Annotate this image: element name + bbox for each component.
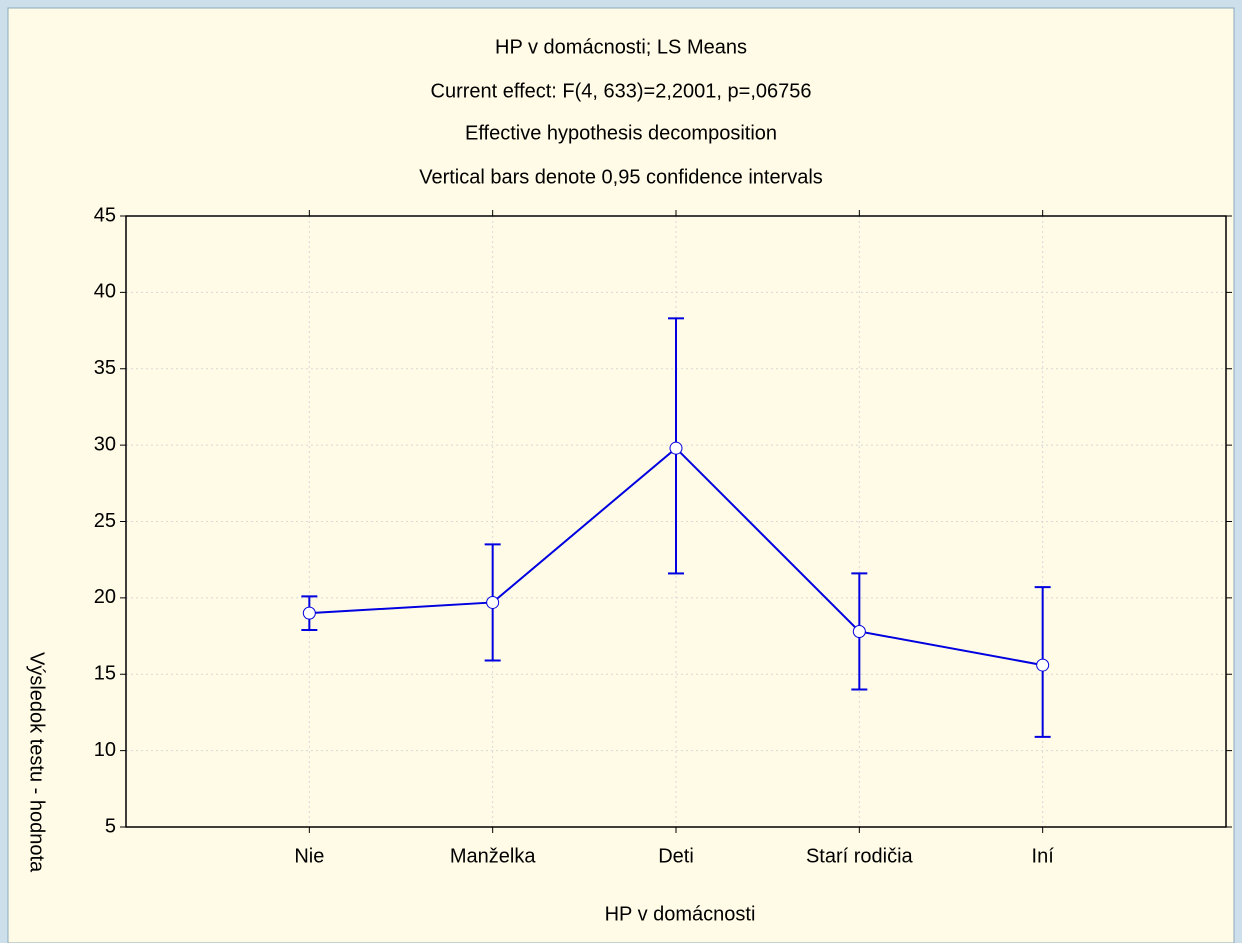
x-axis-label: HP v domácnosti	[605, 903, 756, 925]
x-tick-label: Nie	[294, 845, 324, 867]
point	[486, 595, 500, 609]
x-tick-label: Iní	[1032, 845, 1055, 867]
subtitle: Effective hypothesis decomposition	[465, 122, 777, 144]
point	[852, 624, 866, 638]
x-tick-label: Manželka	[450, 845, 536, 867]
x-tick-label: Starí rodičia	[806, 845, 914, 867]
chart-title: HP v domácnosti; LS Means	[495, 36, 747, 58]
y-tick-label: 10	[94, 739, 116, 761]
y-tick-label: 30	[94, 433, 116, 455]
x-tick-label: Deti	[658, 845, 694, 867]
point	[1036, 658, 1050, 672]
plot-area	[125, 215, 1227, 828]
point	[669, 441, 683, 455]
y-axis-label: Výsledok testu - hodnota	[26, 652, 48, 873]
y-tick-label: 20	[94, 586, 116, 608]
y-tick-label: 5	[105, 815, 116, 837]
y-tick-label: 40	[94, 281, 116, 303]
y-tick-label: 25	[94, 510, 116, 532]
subtitle: Vertical bars denote 0,95 confidence int…	[419, 166, 823, 188]
background	[7, 7, 1235, 943]
point	[302, 606, 316, 620]
y-tick-label: 35	[94, 357, 116, 379]
y-tick-label: 15	[94, 663, 116, 685]
subtitle: Current effect: F(4, 633)=2,2001, p=,067…	[431, 80, 812, 102]
y-tick-label: 45	[94, 204, 116, 226]
